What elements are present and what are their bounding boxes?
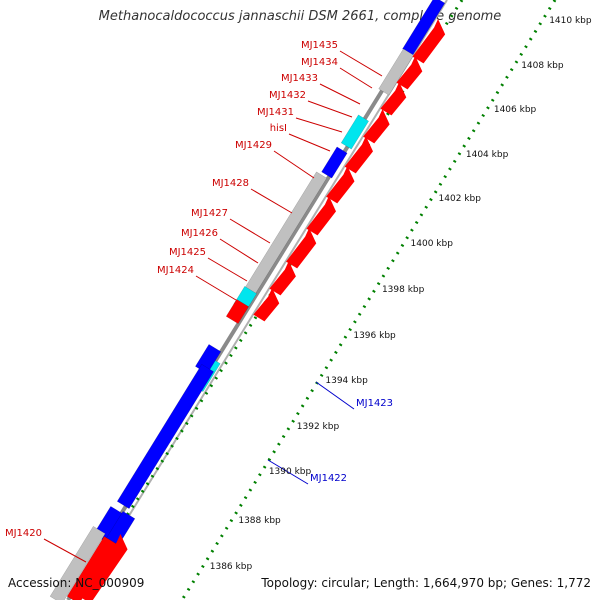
gene-label[interactable]: MJ1426 [181,228,218,239]
forward-cds-arrow[interactable] [412,19,446,64]
tick-label: 1390 kbp [269,467,312,477]
gene-label[interactable]: MJ1427 [191,208,228,219]
gene-label-leader [339,67,373,89]
gene-label[interactable]: MJ1428 [212,178,249,189]
forward-cds-arrow[interactable] [269,261,296,296]
tick-label: 1400 kbp [411,239,454,249]
gene-label[interactable]: hisI [270,123,287,134]
gene-label[interactable]: MJ1424 [157,265,194,276]
gene-feature[interactable] [49,525,106,600]
forward-cds-arrow[interactable] [306,196,336,236]
tick-label: 1386 kbp [210,562,253,572]
tick-label: 1388 kbp [238,516,281,526]
tick-label: 1394 kbp [325,376,368,386]
gene-label[interactable]: MJ1431 [257,107,294,118]
gene-label-leader [339,50,383,77]
gene-label-leader [229,218,271,244]
forward-cds-arrow[interactable] [363,109,390,144]
gene-label[interactable]: MJ1433 [281,73,318,84]
gene-label-leader [43,538,87,563]
forward-cds-arrow[interactable] [253,288,280,322]
forward-cds-arrow[interactable] [79,534,128,600]
gene-label[interactable]: MJ1429 [235,140,272,151]
forward-cds-arrow[interactable] [380,82,407,116]
accession-label: Accession: NC_000909 [8,576,145,590]
tick-label: 1392 kbp [297,422,340,432]
gene-feature[interactable] [116,363,214,510]
gene-feature[interactable] [340,114,369,150]
tick-label: 1398 kbp [382,285,425,295]
gene-label-leader [267,459,309,485]
gene-label-leader [273,150,315,179]
tick-label: 1402 kbp [439,194,482,204]
forward-cds-arrow[interactable] [344,136,373,174]
gene-label-leader [307,100,353,118]
gene-label[interactable]: MJ1423 [356,398,393,409]
gene-label-leader [207,257,248,282]
gene-label-leader [288,133,331,152]
map-title: Methanocaldococcus jannaschii DSM 2661, … [98,9,502,24]
gene-label-leader [250,188,293,214]
gene-label-leader [319,83,361,105]
gene-label[interactable]: MJ1432 [269,90,306,101]
forward-cds-arrow[interactable] [396,56,423,90]
gene-label[interactable]: MJ1422 [310,473,347,484]
tick-label: 1410 kbp [549,16,592,26]
gene-feature[interactable] [378,48,414,96]
gene-label[interactable]: MJ1435 [301,40,338,51]
tick-label: 1406 kbp [494,105,537,115]
gene-feature[interactable] [321,146,348,179]
gene-label[interactable]: MJ1434 [301,57,338,68]
genome-summary: Topology: circular; Length: 1,664,970 bp… [261,576,591,590]
tick-label: 1404 kbp [466,150,509,160]
forward-cds-arrow[interactable] [326,166,355,204]
gene-label-leader [195,275,237,301]
gene-label-leader [315,381,355,410]
gene-feature[interactable] [66,535,117,600]
tick-label: 1408 kbp [521,61,564,71]
tick-track-inner [180,0,557,600]
forward-cds-arrow[interactable] [286,228,317,269]
gene-label-leader [295,117,343,133]
gene-feature[interactable] [225,298,249,325]
gene-label-leader [219,238,259,264]
gene-label[interactable]: MJ1420 [5,528,42,539]
gene-label[interactable]: MJ1425 [169,247,206,258]
tick-label: 1396 kbp [353,331,396,341]
